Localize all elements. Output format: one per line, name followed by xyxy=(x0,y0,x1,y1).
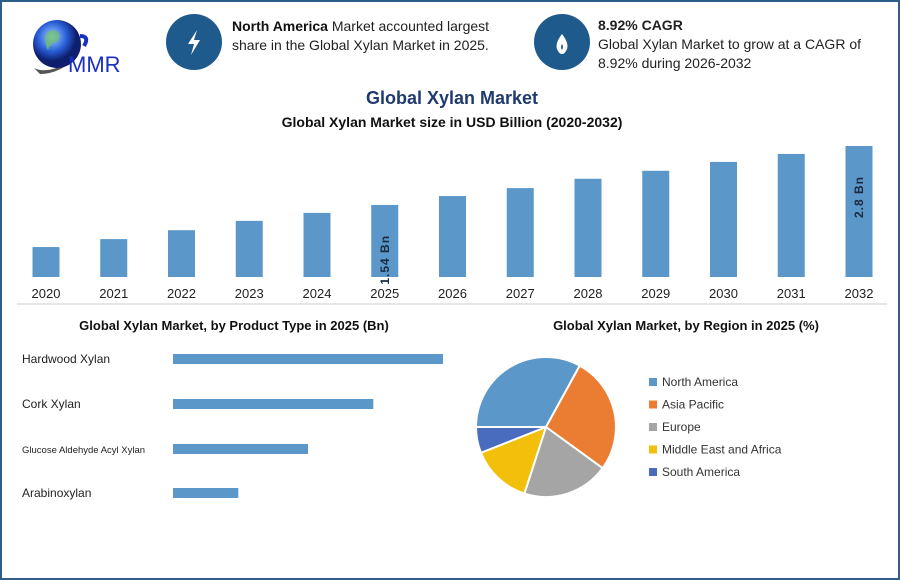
bar-hardwood-xylan xyxy=(173,354,443,364)
legend-label: Asia Pacific xyxy=(662,398,724,412)
x-tick-label: 2028 xyxy=(574,286,603,301)
legend-label: Middle East and Africa xyxy=(662,443,782,457)
legend-swatch xyxy=(649,400,657,409)
bar-2022 xyxy=(168,230,195,277)
category-label: Glucose Aldehyde Acyl Xylan xyxy=(22,445,145,456)
bar-2026 xyxy=(439,196,466,277)
x-tick-label: 2025 xyxy=(370,286,399,301)
bar-2032 xyxy=(845,146,873,277)
pie-slice-south-america xyxy=(474,426,547,455)
bar-2024 xyxy=(303,212,331,277)
pie-slice-europe xyxy=(523,425,605,498)
mmr-logo: MMR xyxy=(30,16,140,78)
product-type-chart-title: Global Xylan Market, by Product Type in … xyxy=(79,318,389,333)
legend-label: North America xyxy=(662,375,738,389)
bar-2028 xyxy=(574,178,602,277)
region-chart-title: Global Xylan Market, by Region in 2025 (… xyxy=(553,318,819,333)
legend-swatch xyxy=(649,423,657,431)
data-label: 1.54 Bn xyxy=(378,235,392,285)
highlight-cagr: 8.92% CAGR Global Xylan Market to grow a… xyxy=(598,17,861,71)
bar-2023 xyxy=(235,220,263,277)
bar-chart-title: Global Xylan Market size in USD Billion … xyxy=(281,114,623,130)
x-tick-label: 2024 xyxy=(303,286,332,301)
legend-label: South America xyxy=(662,465,740,479)
bar-glucose-aldehyde-acyl-xylan xyxy=(173,444,308,454)
pie-slice-middle-east-and-africa xyxy=(479,425,548,495)
x-tick-label: 2030 xyxy=(709,286,738,301)
x-tick-label: 2023 xyxy=(235,286,264,301)
bar-2030 xyxy=(710,161,737,277)
x-tick-label: 2022 xyxy=(167,286,196,301)
legend-swatch xyxy=(649,378,657,386)
bar-cork-xylan xyxy=(173,399,374,409)
page-title: Global Xylan Market xyxy=(365,88,539,108)
data-label: 2.8 Bn xyxy=(852,176,866,218)
category-label: Arabinoxylan xyxy=(22,486,91,500)
svg-text:MMR: MMR xyxy=(68,52,121,77)
bar-2021 xyxy=(100,239,128,277)
x-tick-label: 2026 xyxy=(438,286,467,301)
x-tick-label: 2029 xyxy=(641,286,670,301)
bar-2025 xyxy=(371,204,399,277)
bar-2020 xyxy=(32,247,60,277)
bar-2031 xyxy=(777,153,805,277)
legend-label: Europe xyxy=(662,420,701,434)
x-tick-label: 2027 xyxy=(506,286,535,301)
legend-swatch xyxy=(649,445,657,454)
flame-drop-icon xyxy=(534,14,590,70)
x-tick-label: 2031 xyxy=(777,286,806,301)
bar-2029 xyxy=(642,170,670,277)
pie-slice-north-america xyxy=(474,356,582,428)
region-pie-chart: North America Asia Pacific Europe Middle Ea… xyxy=(474,356,782,498)
legend-swatch xyxy=(649,468,657,476)
lightning-icon xyxy=(166,14,222,70)
bar-2027 xyxy=(506,188,534,277)
category-label: Cork Xylan xyxy=(22,397,81,411)
x-tick-label: 2032 xyxy=(845,286,874,301)
x-tick-label: 2021 xyxy=(99,286,128,301)
bar-arabinoxylan xyxy=(173,488,239,498)
category-label: Hardwood Xylan xyxy=(22,352,110,366)
x-tick-label: 2020 xyxy=(32,286,61,301)
product-type-bar-chart: Hardwood Xylan Cork Xylan Glucose Aldehyde… xyxy=(22,352,443,500)
highlight-north-america: North America Market accounted largest s… xyxy=(232,18,490,53)
pie-slice-asia-pacific xyxy=(544,364,617,470)
